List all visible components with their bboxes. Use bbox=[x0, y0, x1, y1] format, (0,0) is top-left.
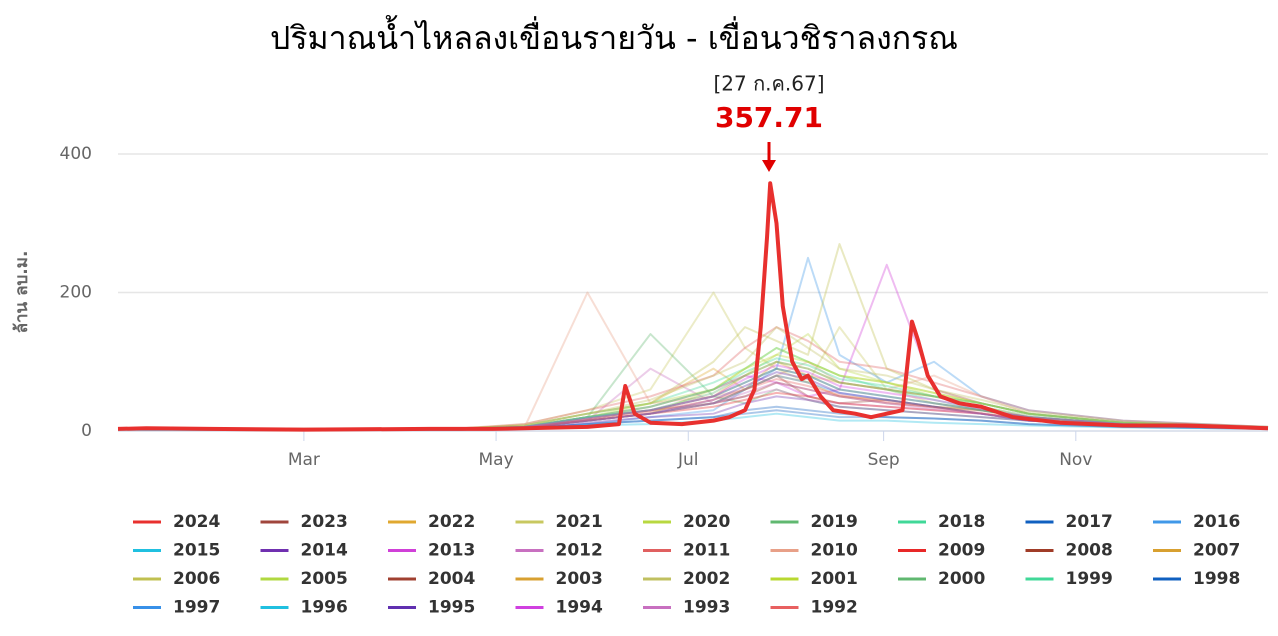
legend-label: 2012 bbox=[556, 541, 603, 561]
legend: 2024 2023 2022 2021 2020 2019 2018 2017 2016 2015… bbox=[133, 512, 1240, 618]
legend-label: 1998 bbox=[1193, 569, 1240, 589]
legend-item[interactable]: 1998 bbox=[1153, 569, 1240, 589]
legend-item[interactable]: 2020 bbox=[643, 512, 730, 532]
legend-label: 2008 bbox=[1066, 541, 1113, 561]
legend-label: 2022 bbox=[428, 512, 475, 532]
annotation-value: 357.71 bbox=[715, 101, 823, 134]
legend-label: 2002 bbox=[683, 569, 730, 589]
legend-item[interactable]: 2016 bbox=[1153, 512, 1240, 532]
legend-label: 1993 bbox=[683, 598, 730, 618]
annotation-arrowhead bbox=[762, 160, 776, 172]
legend-label: 2009 bbox=[938, 541, 985, 561]
y-tick-label: 400 bbox=[60, 144, 92, 164]
y-tick-label: 0 bbox=[81, 421, 92, 441]
series-line bbox=[117, 326, 1269, 430]
legend-label: 2016 bbox=[1193, 512, 1240, 532]
legend-item[interactable]: 2012 bbox=[515, 541, 603, 561]
legend-label: 1999 bbox=[1066, 569, 1113, 589]
legend-label: 2013 bbox=[428, 541, 475, 561]
x-tick-label: May bbox=[479, 450, 514, 470]
series-line bbox=[117, 243, 1269, 430]
legend-label: 1994 bbox=[556, 598, 603, 618]
legend-item[interactable]: 2018 bbox=[898, 512, 985, 532]
chart-title: ปริมาณน้ำไหลลงเขื่อนรายวัน - เขื่อนวชิรา… bbox=[270, 15, 958, 57]
legend-label: 2015 bbox=[173, 541, 220, 561]
legend-item[interactable]: 2007 bbox=[1153, 541, 1240, 561]
legend-item[interactable]: 1992 bbox=[770, 598, 858, 618]
legend-label: 2007 bbox=[1193, 541, 1240, 561]
legend-item[interactable]: 2009 bbox=[898, 541, 985, 561]
y-tick-label: 200 bbox=[60, 283, 92, 303]
legend-label: 1995 bbox=[428, 598, 475, 618]
legend-item[interactable]: 1995 bbox=[388, 598, 475, 618]
series-line bbox=[117, 181, 1269, 432]
legend-label: 2017 bbox=[1066, 512, 1113, 532]
legend-item[interactable]: 2010 bbox=[770, 541, 858, 561]
legend-item[interactable]: 2006 bbox=[133, 569, 220, 589]
legend-item[interactable]: 2000 bbox=[898, 569, 985, 589]
legend-item[interactable]: 2019 bbox=[770, 512, 858, 532]
legend-label: 2000 bbox=[938, 569, 985, 589]
legend-label: 2001 bbox=[811, 569, 858, 589]
legend-label: 2004 bbox=[428, 569, 475, 589]
x-tick-label: Mar bbox=[288, 450, 320, 470]
legend-label: 2006 bbox=[173, 569, 220, 589]
legend-item[interactable]: 2002 bbox=[643, 569, 730, 589]
legend-item[interactable]: 2013 bbox=[388, 541, 475, 561]
legend-label: 2024 bbox=[173, 512, 220, 532]
legend-label: 2020 bbox=[683, 512, 730, 532]
legend-item[interactable]: 1994 bbox=[515, 598, 603, 618]
series-line bbox=[117, 326, 1269, 430]
y-axis-label: ล้าน ลบ.ม. bbox=[12, 251, 32, 334]
legend-item[interactable]: 2001 bbox=[770, 569, 858, 589]
legend-item[interactable]: 2008 bbox=[1025, 541, 1113, 561]
legend-label: 2019 bbox=[811, 512, 858, 532]
legend-label: 1997 bbox=[173, 598, 220, 618]
legend-label: 2023 bbox=[301, 512, 348, 532]
legend-item[interactable]: 1999 bbox=[1025, 569, 1113, 589]
legend-label: 2010 bbox=[811, 541, 858, 561]
legend-item[interactable]: 2015 bbox=[133, 541, 220, 561]
legend-label: 2005 bbox=[301, 569, 348, 589]
legend-label: 2011 bbox=[683, 541, 730, 561]
legend-item[interactable]: 1997 bbox=[133, 598, 220, 618]
x-tick-label: Jul bbox=[677, 450, 699, 470]
annotation-date: [27 ก.ค.67] bbox=[713, 72, 824, 96]
legend-item[interactable]: 2021 bbox=[515, 512, 603, 532]
series-line bbox=[117, 360, 1269, 430]
legend-label: 2021 bbox=[556, 512, 603, 532]
legend-label: 1992 bbox=[811, 598, 858, 618]
legend-item[interactable]: 2023 bbox=[260, 512, 348, 532]
legend-item[interactable]: 1996 bbox=[260, 598, 348, 618]
x-tick-label: Sep bbox=[868, 450, 900, 470]
legend-item[interactable]: 2011 bbox=[643, 541, 730, 561]
legend-item[interactable]: 2005 bbox=[260, 569, 348, 589]
x-tick-label: Nov bbox=[1059, 450, 1092, 470]
legend-label: 2018 bbox=[938, 512, 985, 532]
legend-item[interactable]: 2022 bbox=[388, 512, 475, 532]
plot-area: 0 200 400 Mar May Jul Sep Nov bbox=[60, 144, 1269, 470]
legend-item[interactable]: 2004 bbox=[388, 569, 475, 589]
legend-item[interactable]: 2017 bbox=[1025, 512, 1113, 532]
legend-label: 2014 bbox=[301, 541, 348, 561]
legend-label: 2003 bbox=[556, 569, 603, 589]
legend-item[interactable]: 2014 bbox=[260, 541, 348, 561]
legend-label: 1996 bbox=[301, 598, 348, 618]
legend-item[interactable]: 1993 bbox=[643, 598, 730, 618]
legend-item[interactable]: 2003 bbox=[515, 569, 603, 589]
legend-item[interactable]: 2024 bbox=[133, 512, 220, 532]
